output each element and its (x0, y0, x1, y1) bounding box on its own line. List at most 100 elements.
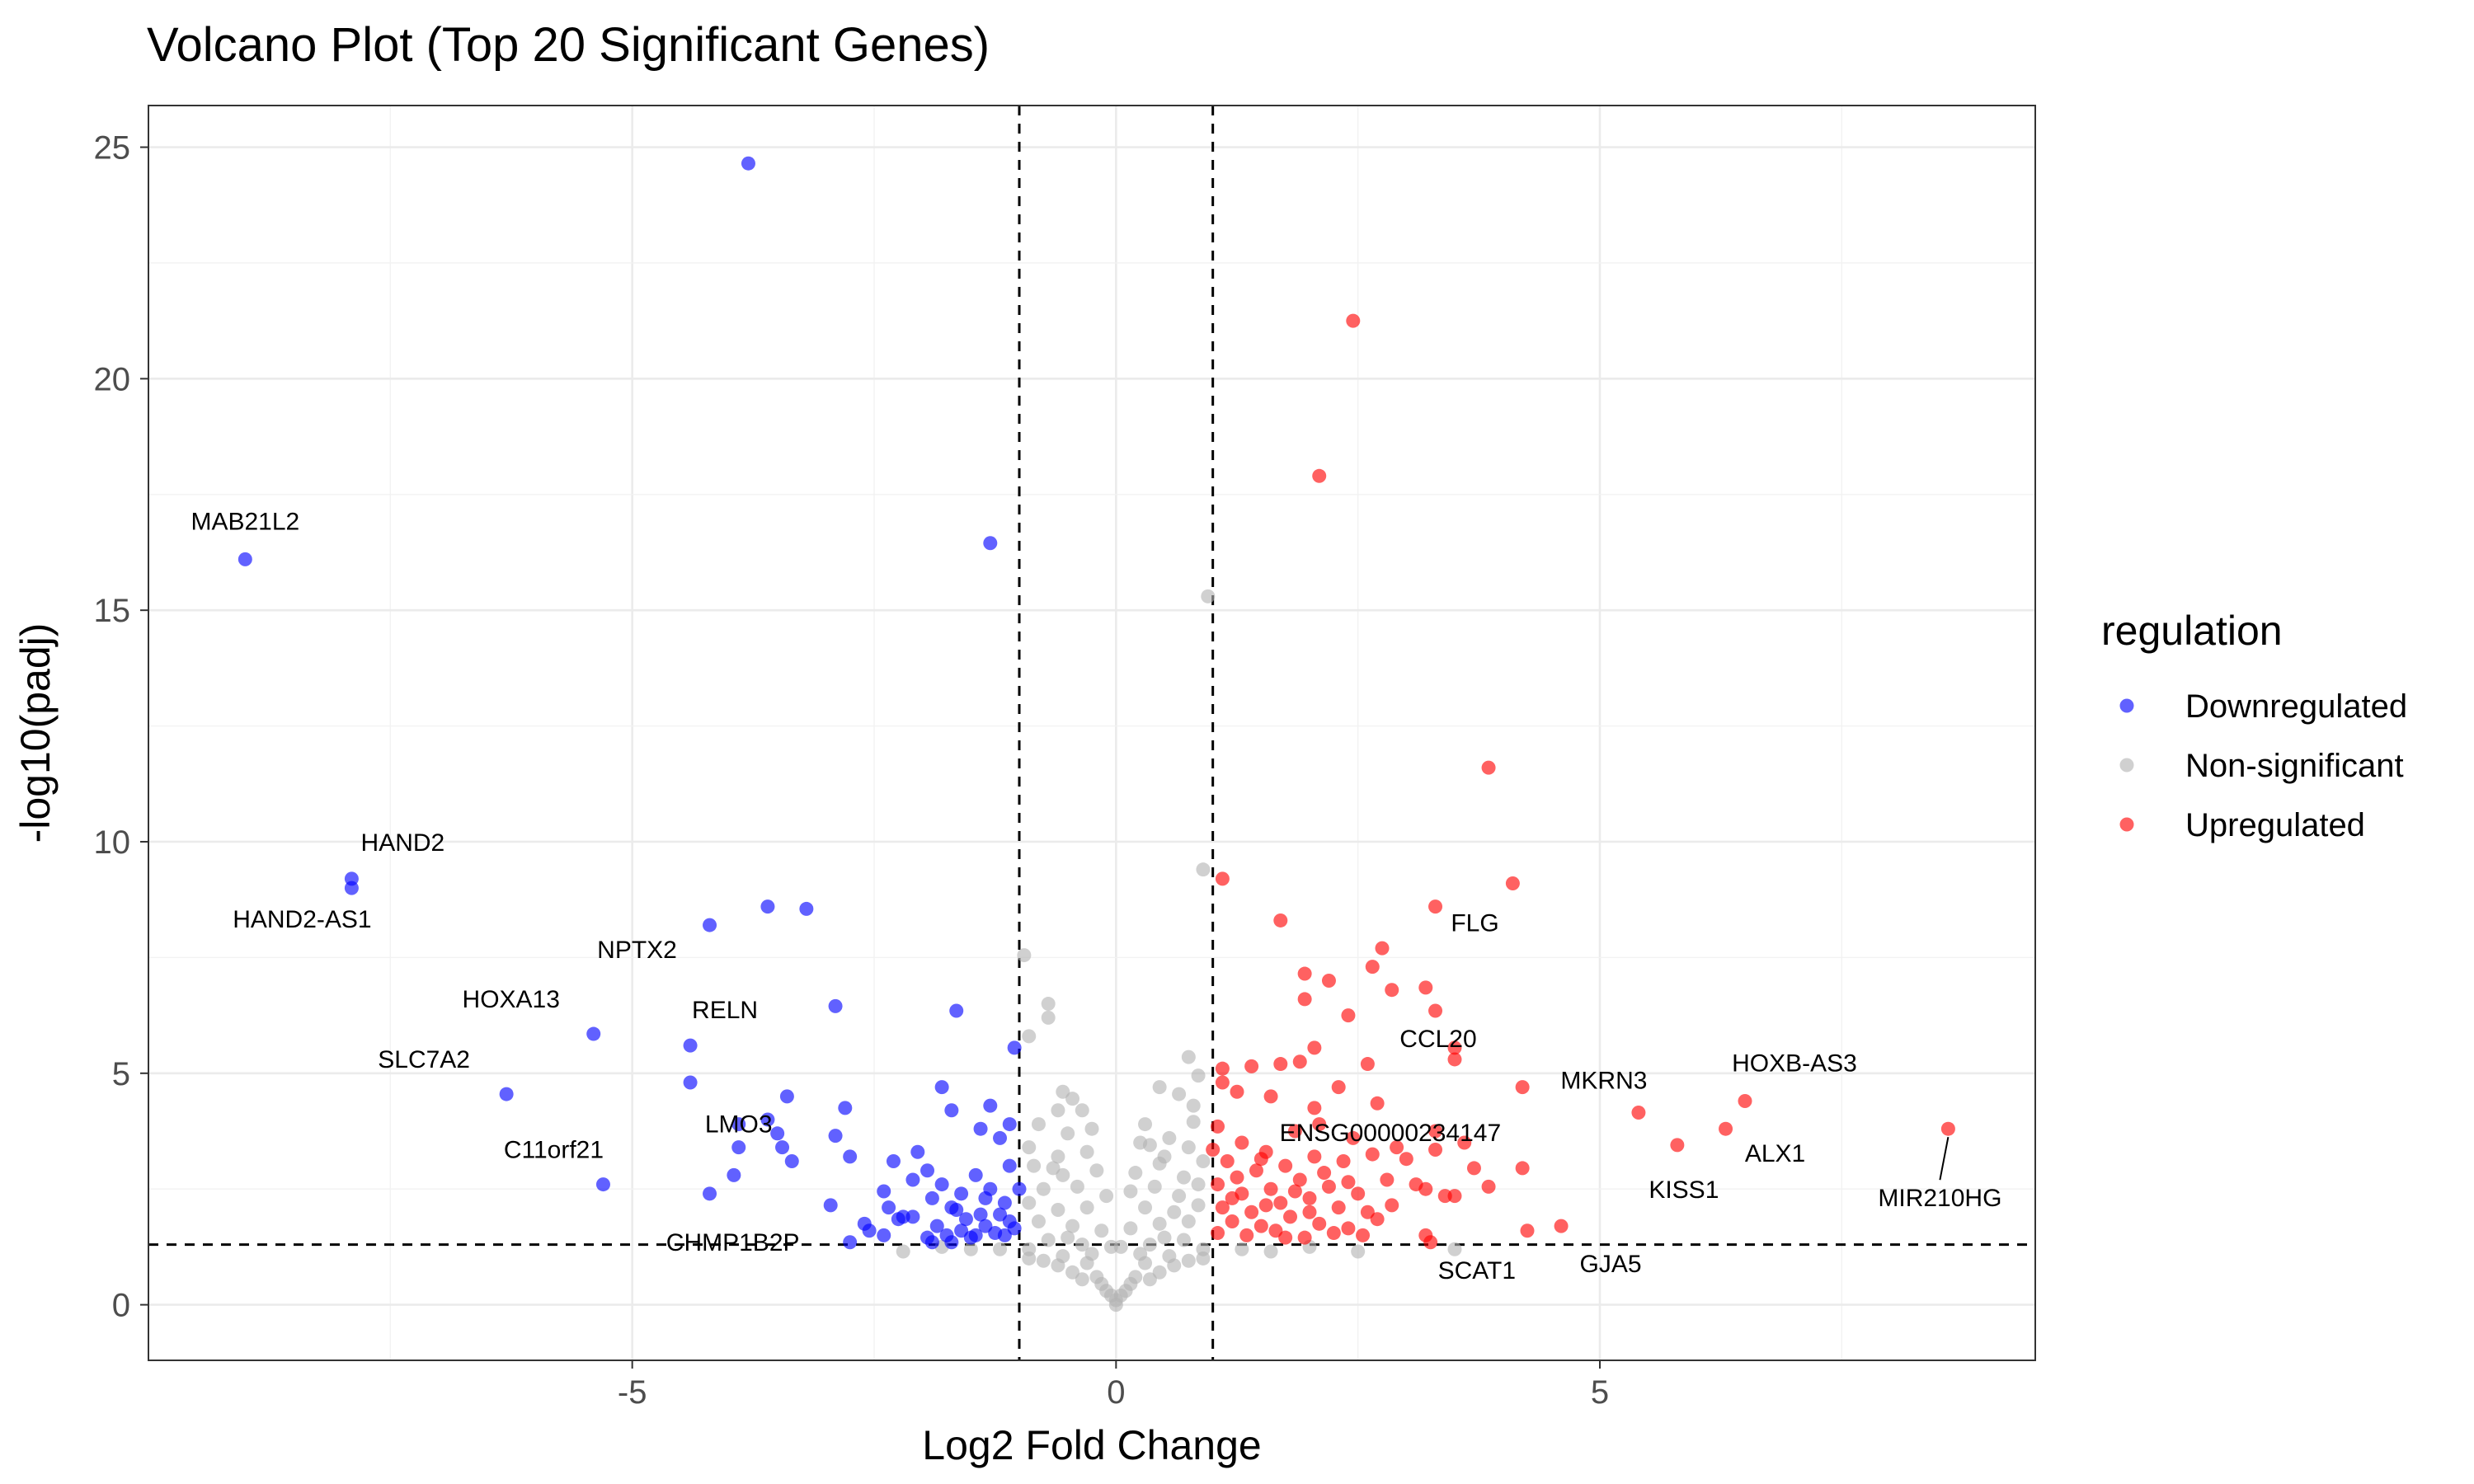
data-point (1719, 1121, 1733, 1136)
data-point (1031, 1117, 1046, 1132)
data-point (1191, 1198, 1206, 1213)
data-point (993, 1207, 1008, 1222)
data-point (1515, 1080, 1530, 1095)
data-point (1172, 1189, 1187, 1204)
gene-label: HOXA13 (463, 986, 560, 1013)
data-point (1287, 1124, 1302, 1139)
data-point (1172, 1087, 1187, 1101)
data-point (1152, 1265, 1167, 1280)
data-point (1181, 1050, 1196, 1064)
data-point (1138, 1200, 1153, 1215)
data-point (997, 1195, 1012, 1210)
data-point (843, 1235, 858, 1250)
data-point (1631, 1106, 1646, 1120)
data-point (1409, 1177, 1423, 1192)
legend: regulation Downregulated Non-significant U… (2101, 608, 2407, 843)
data-point (924, 1235, 939, 1250)
data-point (828, 998, 843, 1013)
data-point (1084, 1121, 1099, 1136)
data-point (1390, 1140, 1404, 1155)
data-point (1447, 1040, 1462, 1055)
gene-label: RELN (692, 997, 758, 1024)
data-point (1307, 1101, 1322, 1115)
axis-ticks: -5 0 5 0 5 10 15 20 25 (94, 130, 1610, 1411)
data-point (1167, 1258, 1182, 1273)
data-point (910, 1144, 925, 1159)
data-point (877, 1184, 891, 1199)
data-point (954, 1223, 969, 1238)
data-point (877, 1228, 891, 1242)
data-point (1253, 1152, 1268, 1167)
data-point (1036, 1181, 1051, 1196)
data-point (1036, 1253, 1051, 1268)
data-point (1065, 1219, 1080, 1233)
data-point (929, 1219, 944, 1233)
gene-label: HOXB-AS3 (1732, 1050, 1857, 1077)
data-point (1447, 1052, 1462, 1067)
data-point (1351, 1186, 1366, 1201)
data-point (1385, 1198, 1399, 1213)
data-point (1321, 1179, 1336, 1194)
data-point (1215, 1075, 1230, 1090)
x-tick-label: 0 (1107, 1374, 1125, 1411)
gene-label: HAND2-AS1 (233, 906, 371, 933)
data-point (905, 1209, 920, 1224)
data-point (770, 1126, 785, 1141)
data-point (1481, 760, 1496, 775)
data-point (1017, 948, 1032, 963)
data-point (958, 1212, 973, 1227)
data-point (1370, 1212, 1385, 1227)
data-point (1302, 1205, 1317, 1219)
data-point (1094, 1223, 1109, 1238)
data-point (1099, 1189, 1114, 1204)
data-point (1220, 1154, 1235, 1169)
x-tick-label: 5 (1591, 1374, 1609, 1411)
data-point (1075, 1103, 1089, 1118)
data-point (1273, 913, 1288, 928)
data-point (344, 881, 359, 895)
data-point (741, 156, 755, 171)
data-point (1176, 1233, 1191, 1247)
data-point (1244, 1059, 1259, 1073)
data-point (983, 536, 998, 551)
data-point (1012, 1181, 1027, 1196)
data-point (1022, 1140, 1037, 1155)
data-point (1253, 1219, 1268, 1233)
data-point (1515, 1161, 1530, 1176)
gene-label: CHMP1B2P (666, 1229, 800, 1256)
data-point (1346, 313, 1361, 328)
data-point (1061, 1230, 1075, 1245)
data-point (1244, 1205, 1259, 1219)
data-point (1263, 1181, 1278, 1196)
data-point (1297, 1230, 1312, 1245)
data-point (1235, 1135, 1249, 1150)
data-point (1249, 1163, 1263, 1178)
gene-label: MAB21L2 (190, 508, 299, 535)
data-point (934, 1080, 949, 1095)
data-point (963, 1242, 978, 1256)
data-point (1481, 1179, 1496, 1194)
data-point (1191, 1177, 1206, 1192)
data-point (1196, 862, 1211, 877)
data-point (1041, 1010, 1056, 1025)
data-point (1283, 1209, 1298, 1224)
data-point (993, 1130, 1008, 1145)
data-point (1365, 1147, 1380, 1162)
data-point (973, 1121, 988, 1136)
y-tick-label: 5 (112, 1056, 130, 1092)
data-point (1041, 1233, 1056, 1247)
data-point (1079, 1200, 1094, 1215)
data-point (1056, 1167, 1070, 1182)
data-point (1258, 1198, 1273, 1213)
data-point (1211, 1119, 1225, 1134)
data-point (1181, 1140, 1196, 1155)
y-tick-label: 20 (94, 361, 131, 397)
data-point (1181, 1214, 1196, 1229)
gene-label: SCAT1 (1438, 1257, 1516, 1284)
data-point (1133, 1247, 1148, 1261)
data-point (1365, 960, 1380, 974)
data-point (1292, 1054, 1307, 1069)
data-point (905, 1172, 920, 1187)
data-point (1297, 966, 1312, 981)
